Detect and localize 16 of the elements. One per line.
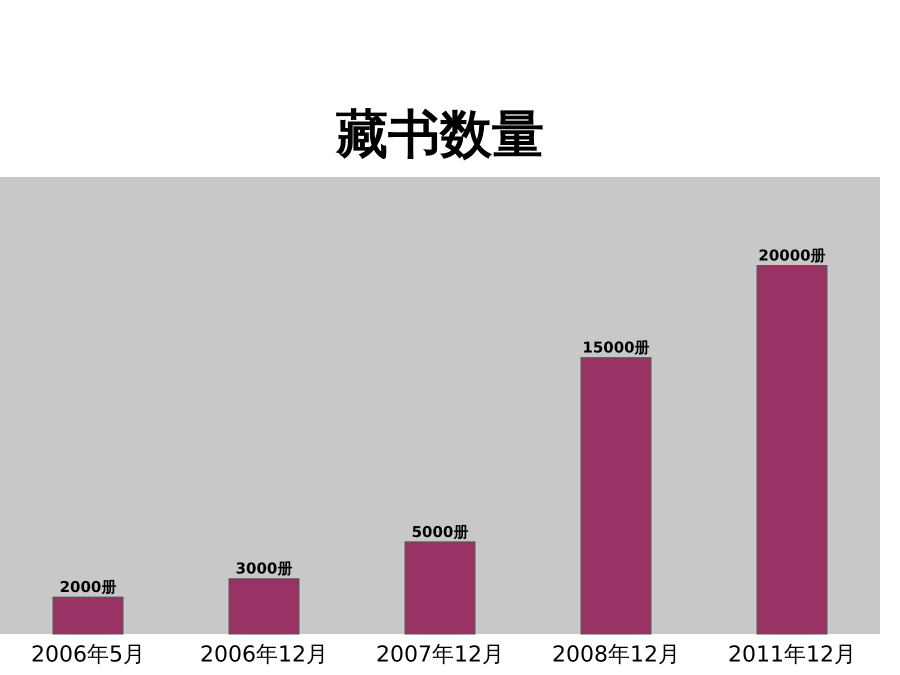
x-tick-label: 2011年12月 (728, 642, 856, 668)
x-tick-label: 2008年12月 (552, 642, 680, 668)
bar (580, 357, 652, 634)
data-label: 5000册 (412, 522, 468, 541)
x-tick-label: 2006年12月 (200, 642, 328, 668)
x-tick-label: 2007年12月 (376, 642, 504, 668)
data-label: 15000册 (582, 338, 650, 357)
data-label: 20000册 (758, 246, 826, 264)
bar (228, 578, 300, 634)
chart-title: 藏书数量 (335, 105, 544, 165)
data-label: 3000册 (236, 560, 292, 578)
bar (404, 541, 476, 634)
data-label: 2000册 (60, 578, 116, 596)
x-tick-label: 2006年5月 (31, 642, 145, 668)
bar (756, 264, 828, 634)
bar (52, 596, 124, 634)
